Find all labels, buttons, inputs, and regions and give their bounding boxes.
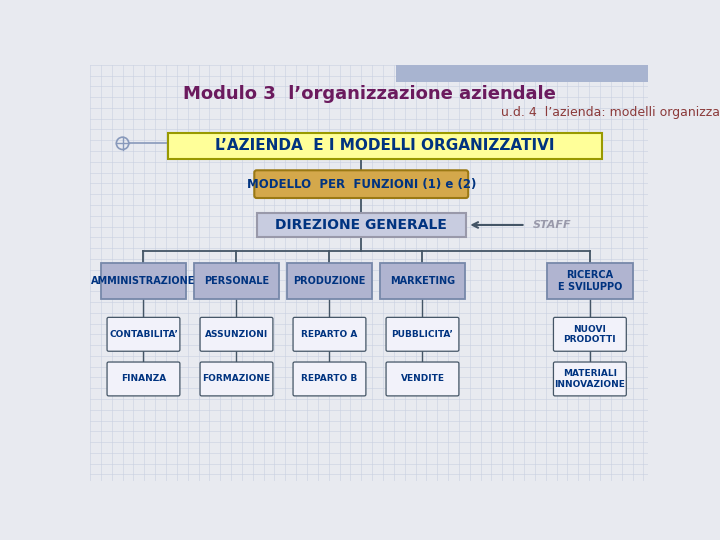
FancyBboxPatch shape [554,362,626,396]
FancyBboxPatch shape [293,318,366,351]
Text: AMMINISTRAZIONE: AMMINISTRAZIONE [91,276,196,286]
Text: VENDITE: VENDITE [400,374,444,383]
Text: REPARTO A: REPARTO A [301,330,358,339]
FancyBboxPatch shape [287,264,372,299]
FancyBboxPatch shape [396,65,648,82]
FancyBboxPatch shape [254,170,468,198]
Text: Modulo 3  l’organizzazione aziendale: Modulo 3 l’organizzazione aziendale [183,85,555,103]
Text: MARKETING: MARKETING [390,276,455,286]
FancyBboxPatch shape [200,318,273,351]
FancyBboxPatch shape [386,318,459,351]
Text: PERSONALE: PERSONALE [204,276,269,286]
Text: u.d. 4  l’azienda: modelli organizzativi: u.d. 4 l’azienda: modelli organizzativi [500,106,720,119]
FancyBboxPatch shape [554,318,626,351]
FancyBboxPatch shape [194,264,279,299]
FancyBboxPatch shape [168,132,601,159]
FancyBboxPatch shape [386,362,459,396]
FancyBboxPatch shape [200,362,273,396]
Text: PUBBLICITA’: PUBBLICITA’ [392,330,454,339]
Text: REPARTO B: REPARTO B [302,374,358,383]
FancyBboxPatch shape [101,264,186,299]
Text: NUOVI
PRODOTTI: NUOVI PRODOTTI [564,325,616,344]
FancyBboxPatch shape [380,264,465,299]
Text: ASSUNZIONI: ASSUNZIONI [205,330,268,339]
FancyBboxPatch shape [293,362,366,396]
Text: RICERCA
E SVILUPPO: RICERCA E SVILUPPO [558,271,622,292]
Text: MODELLO  PER  FUNZIONI (1) e (2): MODELLO PER FUNZIONI (1) e (2) [246,178,476,191]
Text: L’AZIENDA  E I MODELLI ORGANIZZATIVI: L’AZIENDA E I MODELLI ORGANIZZATIVI [215,138,554,153]
Text: CONTABILITA’: CONTABILITA’ [109,330,178,339]
Text: FORMAZIONE: FORMAZIONE [202,374,271,383]
Text: MATERIALI
INNOVAZIONE: MATERIALI INNOVAZIONE [554,369,625,389]
FancyBboxPatch shape [547,264,632,299]
FancyBboxPatch shape [256,213,466,237]
FancyBboxPatch shape [107,362,180,396]
Text: DIREZIONE GENERALE: DIREZIONE GENERALE [275,218,447,232]
FancyBboxPatch shape [107,318,180,351]
Text: PRODUZIONE: PRODUZIONE [293,276,366,286]
Text: STAFF: STAFF [533,220,571,230]
Text: FINANZA: FINANZA [121,374,166,383]
